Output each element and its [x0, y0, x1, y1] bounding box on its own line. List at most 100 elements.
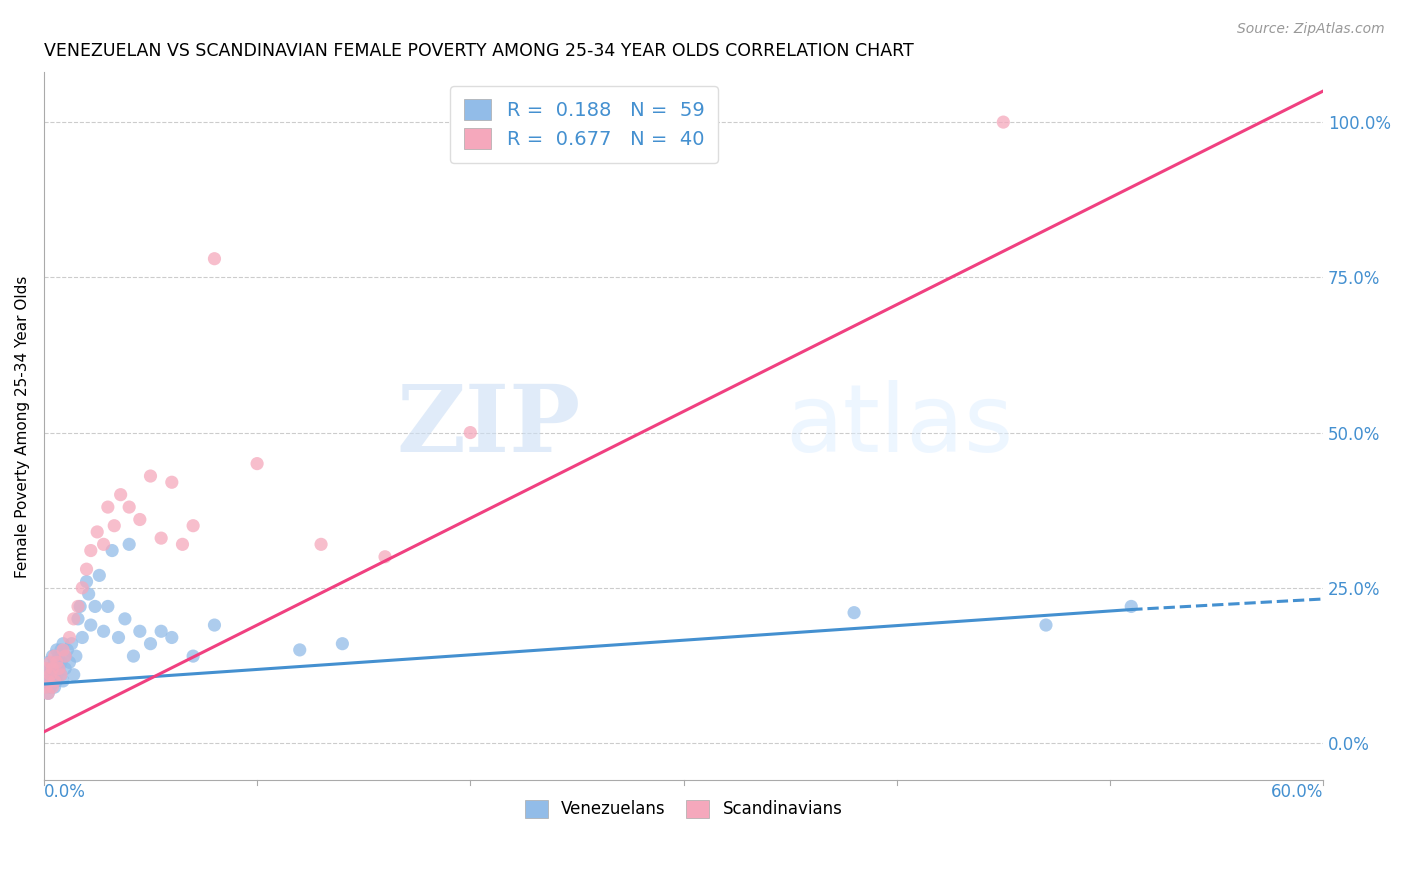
Point [37, 673, 59, 688]
Point [35, 661, 58, 675]
Point [458, 425, 481, 440]
Point [35, 661, 58, 675]
Point [44, 649, 66, 664]
Point [66, 599, 89, 614]
Point [76, 562, 98, 576]
Point [49, 667, 72, 681]
Text: 60.0%: 60.0% [1271, 783, 1323, 801]
Point [53, 649, 76, 664]
Point [39, 661, 62, 675]
Point [160, 475, 183, 490]
Point [49, 656, 72, 670]
Point [89, 568, 111, 582]
Point [150, 531, 173, 545]
Point [586, 115, 609, 129]
Point [1121, 599, 1143, 614]
Point [37, 656, 59, 670]
Point [86, 524, 108, 539]
Point [77, 587, 100, 601]
Point [69, 599, 91, 614]
Point [48, 661, 70, 675]
Text: Source: ZipAtlas.com: Source: ZipAtlas.com [1237, 22, 1385, 37]
Point [107, 631, 129, 645]
Point [53, 661, 76, 675]
Point [97, 500, 120, 514]
Point [45, 643, 67, 657]
Point [993, 115, 1015, 129]
Point [139, 469, 162, 483]
Point [37, 686, 59, 700]
Point [45, 673, 67, 688]
Point [309, 537, 332, 551]
Point [101, 543, 124, 558]
Point [246, 457, 269, 471]
Point [93, 537, 115, 551]
Point [139, 637, 162, 651]
Point [41, 649, 63, 664]
Point [76, 574, 98, 589]
Y-axis label: Female Poverty Among 25-34 Year Olds: Female Poverty Among 25-34 Year Olds [15, 275, 30, 577]
Point [65, 649, 87, 664]
Text: VENEZUELAN VS SCANDINAVIAN FEMALE POVERTY AMONG 25-34 YEAR OLDS CORRELATION CHAR: VENEZUELAN VS SCANDINAVIAN FEMALE POVERT… [44, 42, 914, 60]
Point [39, 680, 62, 694]
Point [160, 631, 183, 645]
Point [41, 661, 63, 675]
Point [72, 631, 94, 645]
Point [56, 643, 79, 657]
Point [45, 656, 67, 670]
Point [35, 680, 58, 694]
Point [58, 656, 80, 670]
Point [103, 518, 125, 533]
Point [49, 667, 72, 681]
Point [45, 667, 67, 681]
Point [80, 543, 103, 558]
Point [181, 518, 204, 533]
Point [66, 612, 89, 626]
Point [204, 618, 226, 632]
Point [37, 686, 59, 700]
Point [48, 661, 70, 675]
Point [39, 656, 62, 670]
Point [35, 673, 58, 688]
Point [172, 537, 194, 551]
Point [44, 673, 66, 688]
Point [35, 680, 58, 694]
Point [332, 637, 354, 651]
Point [84, 599, 107, 614]
Point [49, 643, 72, 657]
Point [1035, 618, 1057, 632]
Point [37, 667, 59, 681]
Point [204, 252, 226, 266]
Point [93, 624, 115, 639]
Point [80, 618, 103, 632]
Point [181, 649, 204, 664]
Point [150, 624, 173, 639]
Point [122, 649, 145, 664]
Point [374, 549, 396, 564]
Point [37, 673, 59, 688]
Point [97, 599, 120, 614]
Point [44, 656, 66, 670]
Point [41, 680, 63, 694]
Point [52, 637, 75, 651]
Point [41, 661, 63, 675]
Point [44, 680, 66, 694]
Point [128, 512, 150, 526]
Point [288, 643, 311, 657]
Point [114, 612, 136, 626]
Text: 0.0%: 0.0% [44, 783, 86, 801]
Point [58, 631, 80, 645]
Point [118, 537, 141, 551]
Point [52, 673, 75, 688]
Point [39, 667, 62, 681]
Point [72, 581, 94, 595]
Point [48, 649, 70, 664]
Point [842, 606, 865, 620]
Point [60, 637, 83, 651]
Text: ZIP: ZIP [396, 382, 581, 471]
Legend: Venezuelans, Scandinavians: Venezuelans, Scandinavians [517, 793, 849, 825]
Point [62, 612, 84, 626]
Point [110, 488, 132, 502]
Text: atlas: atlas [786, 380, 1014, 473]
Point [44, 673, 66, 688]
